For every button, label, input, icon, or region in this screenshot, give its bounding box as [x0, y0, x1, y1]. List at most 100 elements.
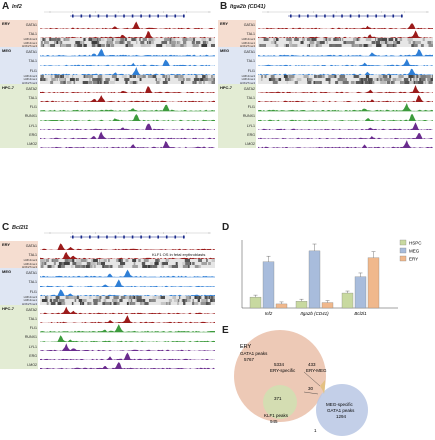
meg-group-background	[218, 47, 256, 84]
legend-label: MEG	[409, 249, 420, 254]
legend-swatch	[399, 255, 407, 262]
track-label: GATA1	[243, 22, 255, 27]
histone-mark-label: H3K4me3	[23, 295, 37, 299]
signal-track	[258, 23, 433, 30]
histone-mark-label: H3K27me3	[239, 43, 255, 48]
signal-track	[40, 113, 215, 121]
signal-track	[258, 122, 433, 130]
track-label: FLI1	[29, 105, 37, 110]
panel-label-a: A	[2, 1, 10, 12]
meg-gata1-circle	[316, 384, 368, 436]
bar	[249, 296, 262, 309]
track-label: GATA1	[25, 50, 37, 55]
hpc7-group-background	[0, 84, 38, 149]
hpc7-group-label: HPC-7	[2, 305, 15, 311]
signal-track	[40, 334, 215, 342]
ery-meg-pointer	[303, 371, 321, 387]
signal-track	[40, 252, 215, 260]
track-label: GATA1	[25, 22, 37, 27]
venn-meg-peaks-label: GATA1 peaks	[327, 408, 355, 413]
track-label: TAL1	[28, 59, 37, 64]
gene-title-b: Itga2b (CD41)	[230, 4, 266, 10]
ery-group-background	[218, 20, 256, 48]
ery-group-background	[0, 241, 38, 269]
ery-meg-overlap	[320, 380, 326, 394]
track-label: LYL1	[28, 123, 37, 128]
track-label: TAL1	[246, 95, 255, 100]
signal-track	[40, 48, 215, 57]
venn-ery-peaks-count: 5767	[244, 357, 255, 362]
track-label: ERG	[247, 132, 255, 137]
histone-mark-label: H3K4me1	[23, 261, 37, 266]
histone-mark-label: H3K4me1	[241, 40, 255, 45]
histone-mark-label: H3K4me1	[23, 298, 37, 303]
venn-bottom-count: 1	[314, 428, 317, 433]
legend-swatch	[399, 247, 407, 254]
panel-label-e: E	[222, 325, 229, 336]
venn-meg-specific-label: MEG-specific	[326, 402, 354, 407]
histone-mark-labels: H3K4me3 H3K4me1 H3K27me3	[22, 295, 37, 306]
track-label: TAL1	[246, 59, 255, 64]
histone-mark-label: H3K4me3	[241, 37, 255, 42]
klf1-os-annotation: KLF1 OS in fetal erythroblasts	[152, 252, 206, 257]
signal-track	[40, 352, 215, 361]
track-label: LMO2	[27, 362, 37, 367]
meg-group-label: MEG	[2, 47, 12, 53]
signal-track	[258, 30, 433, 39]
venn-klf1-count: 945	[270, 419, 278, 424]
histone-mark-labels: H3K4me3 H3K4me1 H3K27me3	[240, 38, 255, 48]
hpc7-group-label: HPC-7	[220, 84, 233, 90]
bar	[354, 276, 367, 309]
track-label: GATA1	[25, 243, 37, 248]
track-label: ERG	[29, 132, 37, 137]
venn-ery-specific-label: ERY-specific	[270, 368, 296, 373]
signal-track	[40, 31, 215, 39]
ery-group-label: ERY	[220, 20, 229, 26]
bar	[275, 303, 288, 309]
signal-track	[258, 68, 433, 75]
hpc7-group-label: HPC-7	[2, 84, 15, 90]
signal-track	[40, 362, 215, 370]
histone-mark-labels: H3K4me3 H3K4me1 H3K27me3	[21, 74, 37, 85]
track-label: GATA2	[25, 86, 37, 91]
signal-track	[258, 95, 433, 103]
track-label: GATA1	[243, 50, 255, 55]
histone-heatmap-track	[40, 296, 215, 305]
track-label: RUNX1	[242, 114, 255, 119]
hpc7-group-background	[218, 84, 256, 149]
signal-track	[40, 21, 215, 30]
signal-track	[40, 123, 215, 130]
track-label: TAL1	[246, 31, 255, 36]
histone-mark-label: H3K27me3	[239, 80, 255, 85]
track-label: FLI1	[247, 105, 255, 110]
meg-group-background	[0, 47, 38, 84]
histone-mark-label: H3K27me3	[21, 80, 37, 85]
histone-mark-labels: H3K4me3 H3K4me1 H3K27me3	[22, 259, 37, 269]
histone-mark-label: H3K4me3	[241, 74, 255, 78]
track-label: TAL1	[28, 95, 37, 100]
gene-model-track	[44, 11, 211, 18]
histone-mark-label: H3K4me1	[23, 40, 37, 45]
track-label: LYL1	[28, 344, 37, 349]
ery-group-background	[0, 20, 38, 48]
signal-track	[40, 105, 215, 112]
bar	[341, 292, 354, 309]
category-tick-label: Bcl2l1	[354, 311, 367, 316]
venn-ery-specific-count: 5334	[274, 362, 285, 367]
gene-title-a: Inf2	[12, 4, 22, 10]
signal-track	[40, 66, 215, 75]
ery-gata1-circle	[234, 330, 326, 422]
venn-klf1-label: KLF1 peaks	[264, 413, 289, 418]
ery-group-label: ERY	[2, 20, 11, 26]
category-tick-label: Inf2	[265, 311, 273, 316]
bar	[367, 257, 380, 309]
histone-mark-labels: H3K4me3 H3K4me1 H3K27me3	[239, 74, 255, 85]
track-label: GATA1	[25, 271, 37, 276]
gene-title-c: Bcl2l1	[12, 225, 29, 231]
panel-label-b: B	[220, 1, 228, 12]
histone-heatmap-track	[258, 75, 433, 84]
venn-ery-meg-label: ERY-MEG	[306, 368, 327, 373]
histone-heatmap-track	[40, 38, 215, 48]
signal-track	[258, 58, 433, 66]
legend-label: HSPC	[409, 241, 422, 246]
